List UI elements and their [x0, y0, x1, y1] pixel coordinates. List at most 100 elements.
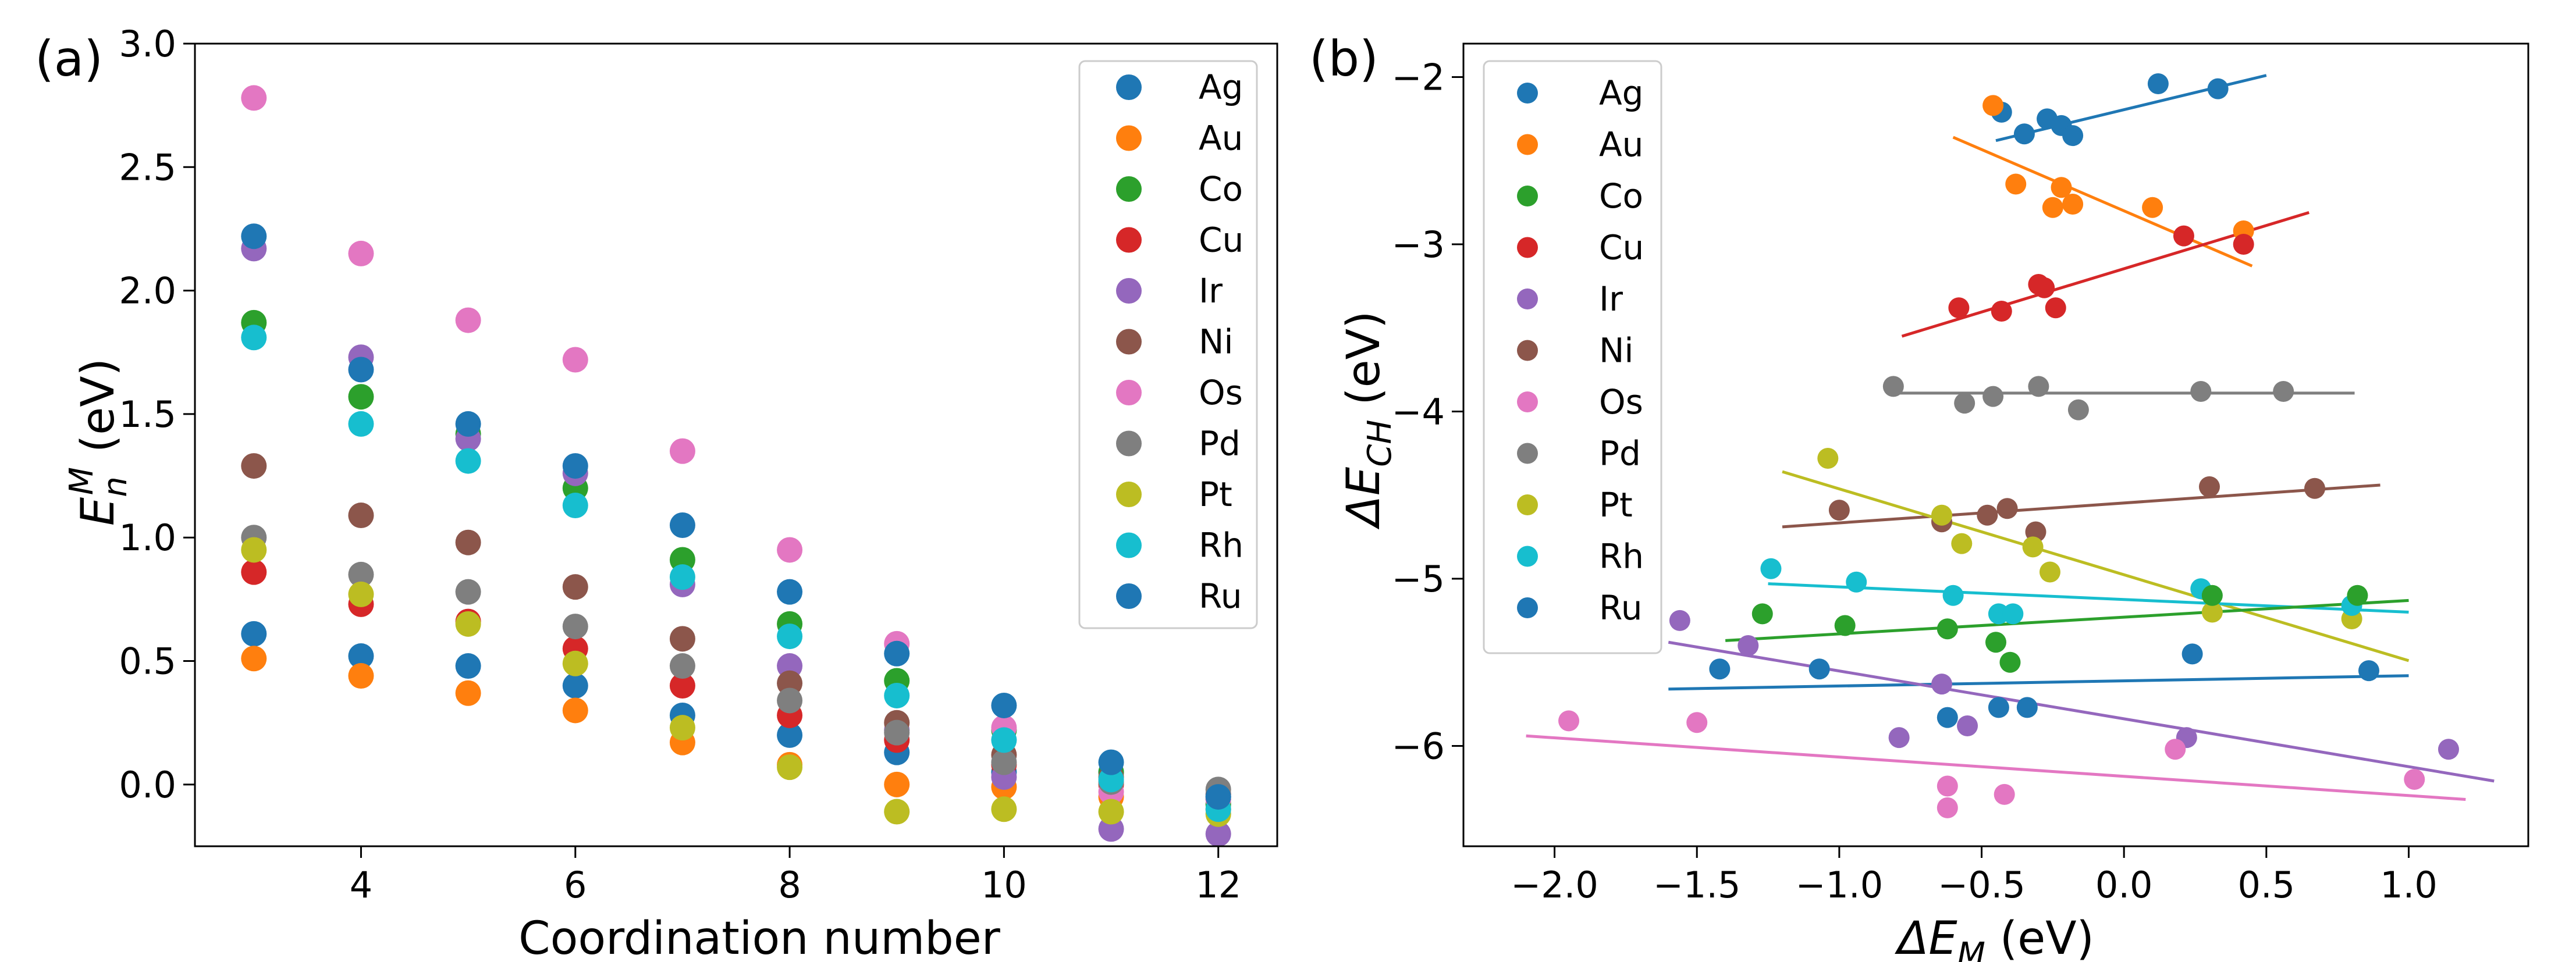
point-pd: [562, 614, 588, 640]
point-rh: [669, 564, 695, 590]
legend-label-os: Os: [1199, 373, 1243, 412]
legend-label-au: Au: [1599, 125, 1643, 165]
x-tick-label: −2.0: [1511, 864, 1598, 906]
legend-marker-cu: [1517, 237, 1538, 258]
legend-label-ru: Ru: [1599, 588, 1642, 628]
legend-marker-ir: [1517, 288, 1538, 309]
point-ag: [2147, 73, 2169, 94]
legend-marker-au: [1116, 125, 1142, 151]
point-pt: [455, 611, 481, 637]
legend-label-pt: Pt: [1199, 475, 1232, 514]
point-co: [1985, 632, 2006, 653]
x-tick-label: −1.0: [1796, 864, 1884, 906]
point-ni: [241, 453, 267, 479]
point-pd: [2273, 381, 2294, 402]
point-pt: [669, 715, 695, 741]
panel-b: (b) −2.0 −1.5 −1.0 −0.5 0.0 0.5 1.0 −6 −5 −4 −3 −2…: [1309, 30, 2529, 962]
point-cu: [241, 559, 267, 585]
point-ru: [1098, 749, 1124, 775]
legend-label-ir: Ir: [1599, 279, 1623, 319]
x-tick-label: −0.5: [1938, 864, 2026, 906]
legend-marker-os: [1116, 380, 1142, 405]
point-co: [2347, 585, 2368, 606]
point-pt: [1931, 504, 1953, 526]
point-cu: [2233, 234, 2254, 255]
y-tick-label: 3.0: [119, 23, 176, 65]
panel-a-y-label-unit: (eV): [72, 358, 125, 467]
fit-line-ru: [1668, 674, 2409, 691]
x-tick-label: 12: [1195, 864, 1241, 906]
point-os: [562, 347, 588, 373]
panel-b-legend: Ag Au Co Cu Ir Ni Os Pd Pt Rh Ru: [1483, 60, 1662, 654]
point-ag: [2062, 125, 2084, 147]
legend-marker-cu: [1116, 227, 1142, 253]
point-au: [348, 663, 374, 689]
point-ag: [455, 653, 481, 679]
panel-a-points: [241, 85, 1231, 847]
panel-b-y-ticks: −6 −5 −4 −3 −2: [1392, 56, 1463, 768]
fit-line-pt: [1782, 470, 2410, 662]
point-ni: [348, 503, 374, 529]
point-pd: [455, 579, 481, 605]
point-pt: [1817, 448, 1839, 469]
panel-a-label: (a): [35, 30, 103, 87]
x-tick-label: 6: [564, 864, 587, 906]
point-os: [2404, 769, 2425, 790]
x-tick-label: 0.0: [2095, 864, 2153, 906]
point-ag: [777, 722, 803, 748]
legend-marker-os: [1517, 391, 1538, 412]
point-pt: [2022, 536, 2044, 558]
point-pt: [1098, 799, 1124, 825]
legend-marker-rh: [1517, 546, 1538, 567]
point-pt: [2039, 561, 2060, 583]
legend-label-pt: Pt: [1599, 485, 1633, 525]
legend-label-cu: Cu: [1599, 228, 1644, 268]
y-tick-label: −5: [1392, 558, 1445, 600]
point-cu: [2045, 297, 2066, 319]
point-pd: [2028, 376, 2049, 397]
point-os: [241, 85, 267, 111]
panel-b-x-label-main: ΔE: [1895, 913, 1957, 962]
point-rh: [241, 325, 267, 351]
point-ni: [2198, 476, 2220, 497]
point-ag: [348, 643, 374, 669]
panel-b-y-axis-label: ΔECH (eV): [1338, 311, 1399, 530]
y-tick-label: −4: [1392, 391, 1445, 433]
point-rh: [991, 727, 1017, 753]
point-ni: [2304, 478, 2326, 499]
point-pt: [884, 799, 910, 825]
point-ir: [1205, 821, 1231, 847]
panel-b-y-label-main: ΔE: [1338, 466, 1390, 529]
point-os: [1994, 783, 2015, 805]
panel-a-y-axis-label: EnM (eV): [63, 358, 134, 526]
point-os: [2165, 739, 2186, 760]
legend-label-co: Co: [1199, 169, 1243, 209]
point-ag: [2013, 123, 2035, 145]
x-tick-label: 8: [778, 864, 801, 906]
point-rh: [1846, 571, 1867, 593]
point-ir: [1957, 715, 1978, 736]
panel-a-legend: Ag Au Co Cu Ir Ni Os Pd Pt Rh Ru: [1078, 60, 1258, 629]
point-pd: [777, 687, 803, 714]
y-tick-label: 2.5: [119, 146, 176, 188]
point-ru: [348, 357, 374, 383]
point-au: [241, 646, 267, 672]
legend-marker-co: [1517, 186, 1538, 206]
point-ru: [669, 512, 695, 538]
x-tick-label: −1.5: [1653, 864, 1741, 906]
point-os: [455, 307, 481, 333]
point-ru: [241, 223, 267, 250]
legend-label-os: Os: [1599, 382, 1643, 422]
panel-a-plot-frame: [194, 42, 1278, 847]
point-os: [1937, 797, 1958, 818]
point-os: [348, 240, 374, 266]
point-rh: [1942, 585, 1964, 606]
point-ru: [777, 579, 803, 605]
legend-marker-rh: [1116, 532, 1142, 558]
point-ru: [1205, 784, 1231, 810]
point-os: [777, 537, 803, 563]
x-tick-label: 10: [981, 864, 1027, 906]
point-ru: [1988, 697, 2009, 718]
point-ni: [669, 626, 695, 652]
panel-b-plot-frame: [1462, 42, 2529, 847]
